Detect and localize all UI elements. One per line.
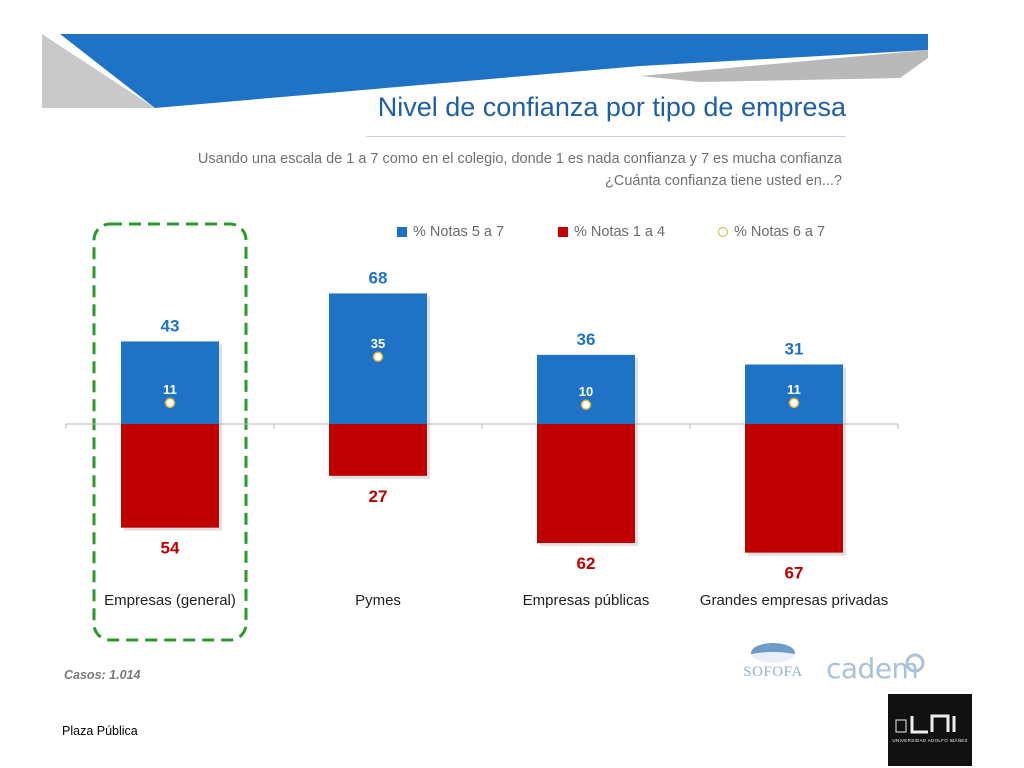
legend-swatch-circle bbox=[718, 227, 728, 237]
category-label: Grandes empresas privadas bbox=[700, 592, 888, 609]
cadem-logo-mark bbox=[905, 653, 925, 673]
subtitle-line-1: Usando una escala de 1 a 7 como en el co… bbox=[197, 151, 842, 167]
sofofa-logo-text: SOFOFA bbox=[743, 664, 803, 680]
uai-logo-text: UNIVERSIDAD ADOLFO IBÁÑEZ bbox=[892, 738, 968, 743]
bar-notas-1-4 bbox=[329, 424, 427, 476]
legend-label-notas-6-7: % Notas 6 a 7 bbox=[734, 224, 826, 240]
legend-label-notas-5-7: % Notas 5 a 7 bbox=[413, 224, 505, 240]
bar-notas-1-4 bbox=[121, 424, 219, 528]
data-label-notas-5-7: 31 bbox=[785, 339, 804, 358]
subtitle-line-2: ¿Cuánta confianza tiene usted en...? bbox=[605, 173, 842, 189]
marker-notas-6-7 bbox=[372, 351, 384, 363]
data-label-notas-5-7: 36 bbox=[577, 330, 596, 349]
data-label-notas-5-7: 68 bbox=[369, 268, 388, 287]
legend-swatch-blue bbox=[397, 227, 407, 237]
bar-notas-5-7 bbox=[537, 354, 635, 424]
title-divider bbox=[366, 136, 846, 137]
bar-notas-5-7 bbox=[121, 341, 219, 424]
category-label: Empresas públicas bbox=[523, 592, 650, 609]
data-label-notas-1-4: 27 bbox=[369, 487, 388, 506]
data-label-notas-5-7: 43 bbox=[161, 316, 180, 335]
sample-size-note: Casos: 1.014 bbox=[64, 668, 141, 682]
bar-notas-5-7 bbox=[745, 364, 843, 424]
data-label-notas-1-4: 67 bbox=[785, 564, 804, 583]
marker-notas-6-7 bbox=[788, 397, 800, 409]
banner-blue bbox=[60, 34, 928, 108]
legend-item-notas-1-4: % Notas 1 a 4 bbox=[558, 224, 665, 240]
legend-label-notas-1-4: % Notas 1 a 4 bbox=[574, 224, 666, 240]
bar-chart: 43 54 11 Empresas (general) 68 27 35 Pymes 36 62 1… bbox=[65, 222, 899, 642]
sofofa-logo: SOFOFA bbox=[728, 640, 818, 686]
marker-notas-6-7 bbox=[580, 399, 592, 411]
legend-item-notas-5-7: % Notas 5 a 7 bbox=[397, 224, 504, 240]
data-label-notas-1-4: 62 bbox=[577, 554, 596, 573]
subtitle: Usando una escala de 1 a 7 como en el co… bbox=[100, 148, 842, 192]
data-label-notas-6-7: 10 bbox=[579, 384, 593, 399]
uai-logo-mark bbox=[895, 714, 956, 734]
header-banner bbox=[42, 34, 928, 108]
data-label-notas-6-7: 11 bbox=[787, 382, 801, 397]
data-label-notas-6-7: 11 bbox=[163, 382, 177, 397]
data-label-notas-1-4: 54 bbox=[161, 539, 180, 558]
bar-notas-1-4 bbox=[537, 424, 635, 544]
legend-swatch-red bbox=[558, 227, 568, 237]
data-label-notas-6-7: 35 bbox=[371, 336, 385, 351]
banner-gray-left bbox=[42, 34, 155, 108]
category-label: Pymes bbox=[355, 592, 401, 609]
footer-label: Plaza Pública bbox=[62, 724, 138, 738]
category-label: Empresas (general) bbox=[104, 592, 236, 609]
legend-item-notas-6-7: % Notas 6 a 7 bbox=[718, 224, 825, 240]
cadem-logo: cadem bbox=[826, 652, 919, 685]
highlight-box bbox=[92, 222, 248, 642]
marker-notas-6-7 bbox=[164, 397, 176, 409]
banner-gray-right bbox=[640, 50, 928, 82]
sofofa-logo-mark bbox=[745, 643, 801, 664]
bar-notas-1-4 bbox=[745, 424, 843, 553]
uai-logo: UNIVERSIDAD ADOLFO IBÁÑEZ bbox=[888, 694, 972, 766]
page-title: Nivel de confianza por tipo de empresa bbox=[377, 92, 846, 122]
